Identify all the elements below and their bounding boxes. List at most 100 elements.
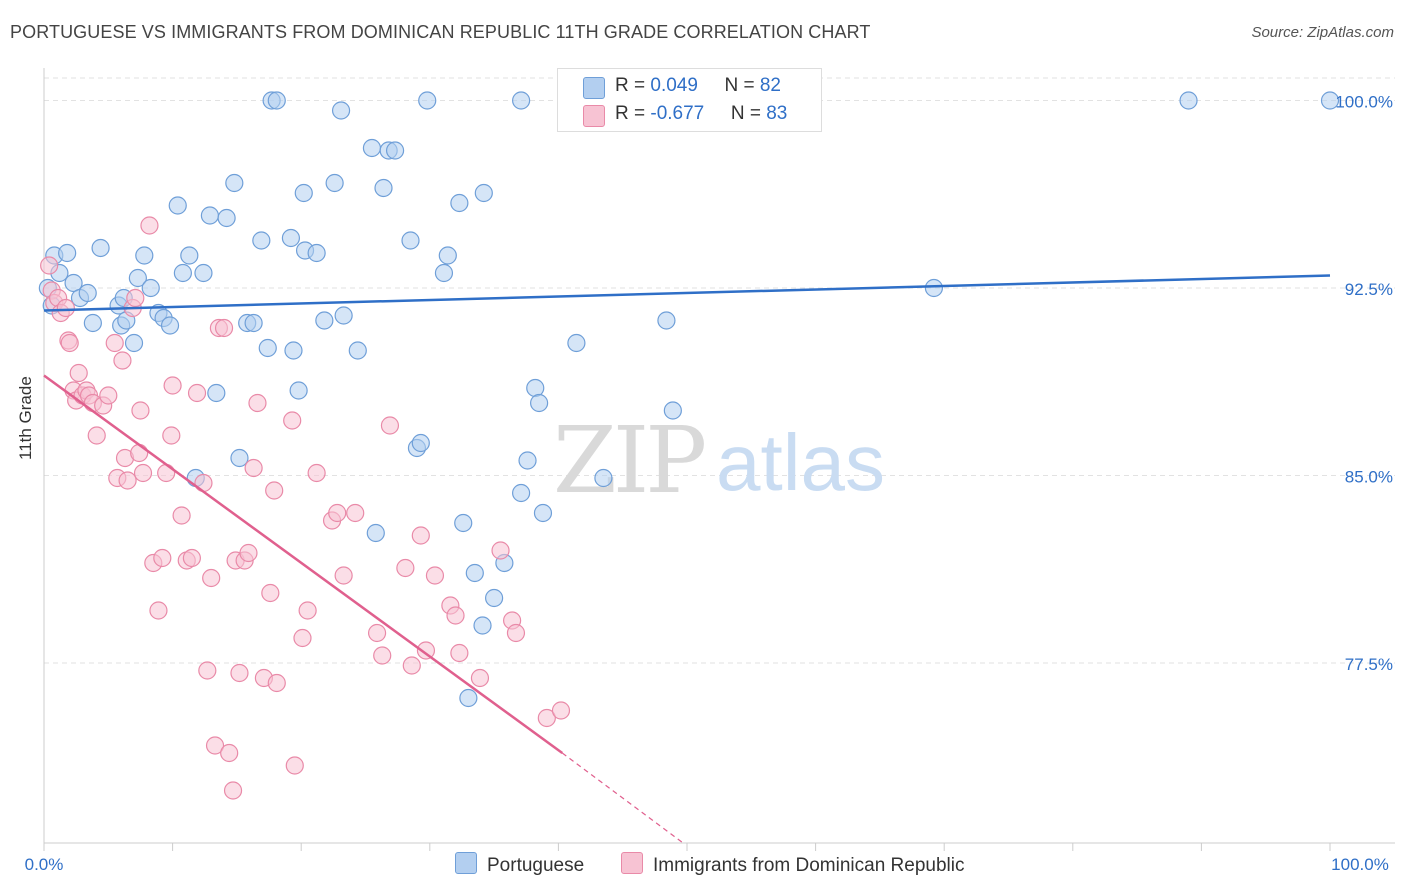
portuguese-point — [225, 173, 244, 193]
dominican-point — [396, 558, 415, 578]
dominican-point — [267, 673, 286, 693]
dominican-point — [380, 416, 400, 435]
y-tick-label: 85.0% — [1345, 468, 1393, 487]
portuguese-point — [217, 208, 236, 228]
portuguese-point — [418, 91, 437, 110]
x-tick-label: 100.0% — [1331, 855, 1389, 874]
dominican-point — [450, 643, 469, 663]
dominican-point — [214, 318, 234, 338]
portuguese-point — [160, 316, 180, 335]
legend-n-label: N = — [724, 75, 760, 96]
portuguese-point — [401, 231, 420, 250]
portuguese-point — [252, 231, 271, 250]
portuguese-point — [180, 246, 199, 265]
dominican-point — [293, 628, 312, 648]
portuguese-point — [1179, 91, 1198, 110]
trend-lines — [43, 274, 1331, 844]
dominican-point — [248, 393, 267, 413]
portuguese-point — [135, 246, 154, 265]
portuguese-points — [38, 91, 1340, 708]
dominican-point — [205, 736, 225, 755]
portuguese-point — [294, 183, 313, 203]
bottom-legend-label: Immigrants from Dominican Republic — [653, 855, 965, 876]
dominican-point — [157, 463, 176, 483]
portuguese-point — [281, 228, 301, 248]
chart-title: PORTUGUESE VS IMMIGRANTS FROM DOMINICAN … — [10, 22, 871, 42]
portuguese-point — [128, 268, 147, 288]
y-tick-label: 92.5% — [1345, 280, 1393, 299]
dominican-point — [223, 781, 243, 800]
dominican-point — [446, 606, 465, 625]
portuguese-point — [244, 313, 263, 333]
portuguese-point — [348, 341, 367, 360]
portuguese-point — [230, 448, 249, 468]
dominican-trend-line — [43, 374, 563, 755]
portuguese-point — [91, 238, 110, 258]
legend-swatch-blue — [583, 77, 605, 99]
dominican-point — [537, 708, 556, 728]
portuguese-trend-line — [43, 274, 1331, 312]
dominican-point — [187, 383, 207, 403]
portuguese-point — [474, 183, 493, 203]
y-tick-label: 77.5% — [1345, 655, 1393, 674]
dominican-point — [113, 351, 132, 370]
dominican-point — [130, 443, 149, 463]
gridlines — [44, 77, 1395, 664]
dominican-point — [506, 623, 526, 643]
legend-row-dominican: R = -0.677 N = 83 — [558, 103, 821, 131]
portuguese-point — [459, 688, 478, 708]
bottom-legend-swatch-blue — [455, 852, 477, 874]
legend-n-value: 83 — [766, 103, 788, 124]
portuguese-point — [526, 378, 545, 398]
dominican-point — [99, 386, 118, 405]
portuguese-point — [173, 263, 192, 283]
dominican-point — [60, 333, 79, 353]
portuguese-point — [207, 383, 226, 403]
dominican-point — [283, 411, 302, 430]
dominican-point — [131, 401, 150, 420]
portuguese-point — [385, 141, 405, 160]
dominican-point — [411, 526, 430, 545]
portuguese-point — [194, 263, 213, 283]
dominican-point — [244, 458, 263, 478]
portuguese-point — [366, 523, 385, 543]
axes — [43, 68, 1395, 851]
dominican-point — [230, 663, 249, 683]
dominican-point — [202, 568, 221, 588]
bottom-legend-swatch-pink — [621, 852, 643, 874]
dominican-trend-extension — [561, 752, 684, 844]
source-label: Source: ZipAtlas.com — [1251, 24, 1394, 41]
portuguese-point — [663, 401, 682, 420]
dominican-point — [239, 543, 258, 563]
bottom-legend-portuguese: Portuguese — [455, 852, 584, 877]
y-axis-title: 11th Grade — [16, 376, 35, 460]
dominican-point — [198, 661, 217, 680]
portuguese-point — [485, 588, 504, 608]
dominican-point — [425, 566, 445, 585]
legend-row-portuguese: R = 0.049 N = 82 — [558, 75, 821, 103]
legend-r-value: 0.049 — [650, 75, 698, 96]
portuguese-point — [411, 433, 430, 453]
dominican-point — [470, 668, 490, 688]
portuguese-point — [325, 173, 344, 193]
dominican-point — [265, 481, 284, 500]
portuguese-point — [512, 91, 531, 110]
portuguese-point — [78, 283, 97, 303]
dominican-point — [285, 756, 304, 775]
dominican-point — [220, 743, 239, 763]
portuguese-point — [567, 333, 586, 353]
legend-swatch-pink — [583, 105, 605, 127]
portuguese-point — [141, 278, 160, 298]
portuguese-point — [434, 263, 454, 283]
portuguese-point — [83, 313, 102, 333]
dominican-point — [149, 601, 168, 620]
watermark: ZIP atlas — [553, 407, 885, 514]
dominican-point — [551, 701, 571, 720]
portuguese-point — [258, 338, 277, 358]
dominican-point — [87, 426, 106, 445]
legend-n-value: 82 — [759, 75, 781, 96]
dominican-point — [40, 256, 59, 275]
portuguese-point — [124, 333, 144, 353]
portuguese-point — [924, 278, 944, 298]
